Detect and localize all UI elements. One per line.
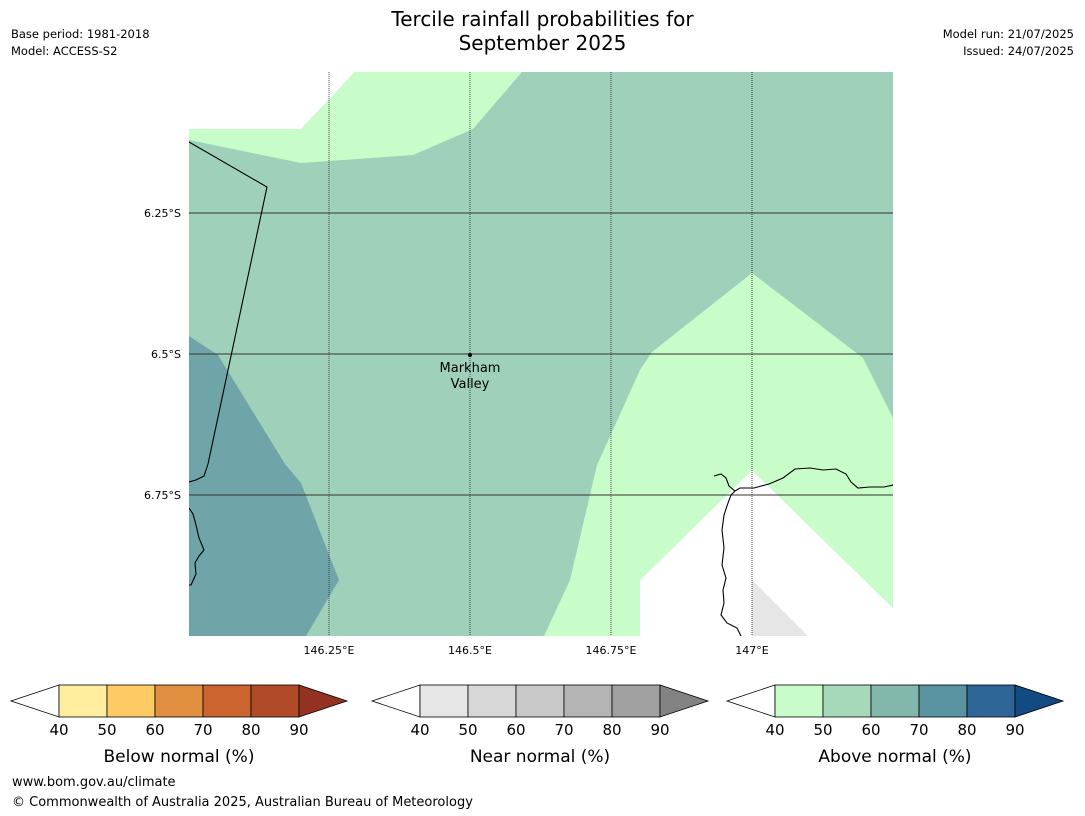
region-white-bottom-right [640,470,893,636]
legend-tick-label: 60 [145,721,164,739]
legend-tick-label: 60 [506,721,525,739]
boundaries [189,141,893,636]
legend-near-normal: 40 50 60 70 80 90 Near normal (%) [370,684,710,767]
meta-right: Model run: 21/07/2025 Issued: 24/07/2025 [943,26,1074,60]
legend-below-normal: 40 50 60 70 80 90 Below normal (%) [9,684,349,767]
legend-tick-label: 90 [650,721,669,739]
coastline-huon-gulf [713,467,893,492]
region-near-40-50 [752,580,808,636]
coastline-west [189,507,205,586]
legend-swatch [515,684,565,718]
lat-label: 6.25°S [144,207,181,220]
base-period-label: Base period: 1981-2018 [11,27,150,41]
legend-swatch [202,684,252,718]
legend-swatch [966,684,1016,718]
legend-tick-label: 50 [813,721,832,739]
legend-swatch [419,684,469,718]
legend-tick-label: 70 [193,721,212,739]
place-marker [468,353,472,357]
region-above-60-70 [189,336,339,636]
legend-tick-label: 50 [458,721,477,739]
map-plot-area [189,72,893,636]
legend-tick-label: 80 [957,721,976,739]
legend-tick-label: 80 [241,721,260,739]
lon-label: 146.25°E [304,644,355,657]
legend-tick-label: 90 [289,721,308,739]
legends: 40 50 60 70 80 90 Below normal (%) 40 50 60 70 80 90… [9,684,1065,767]
region-white-top-left [189,72,355,129]
legend-swatch [250,684,300,718]
issued-label: Issued: 24/07/2025 [963,44,1074,58]
legend-extend-low [725,684,776,718]
legend-swatch [154,684,204,718]
legend-tick-label: 40 [410,721,429,739]
legend-tick-label: 90 [1005,721,1024,739]
legend-tick-label: 80 [602,721,621,739]
legend-swatch [611,684,661,718]
legend-title: Above normal (%) [818,747,971,767]
legend-swatch [822,684,872,718]
legend-swatch [870,684,920,718]
meta-left: Base period: 1981-2018 Model: ACCESS-S2 [11,26,150,60]
lat-label: 6.75°S [144,489,181,502]
map-title: Tercile rainfall probabilities for Septe… [0,7,1085,55]
coastline-east [720,490,742,636]
region-above-40-50-east [544,273,893,636]
legend-extend-high [1014,684,1065,718]
legend-extend-high [659,684,710,718]
title-line-1: Tercile rainfall probabilities for [391,7,694,31]
legend-extend-low [9,684,60,718]
legend-extend-high [298,684,349,718]
footer-copyright: © Commonwealth of Australia 2025, Austra… [12,795,473,810]
lat-label: 6.5°S [151,348,181,361]
footer-url[interactable]: www.bom.gov.au/climate [12,775,176,790]
place-name-line-1: Markham [440,361,501,376]
legend-tick-label: 50 [97,721,116,739]
title-line-2: September 2025 [458,31,627,55]
legend-tick-label: 70 [909,721,928,739]
legend-tick-label: 70 [554,721,573,739]
place-name-line-2: Valley [451,377,490,392]
province-boundary [189,141,268,483]
model-label: Model: ACCESS-S2 [11,44,118,58]
legend-tick-label: 40 [765,721,784,739]
legend-above-normal: 40 50 60 70 80 90 Above normal (%) [725,684,1065,767]
legend-swatch [467,684,517,718]
legend-title: Below normal (%) [104,747,255,767]
legend-swatch [774,684,824,718]
legend-extend-low [370,684,421,718]
legend-tick-label: 60 [861,721,880,739]
lon-label: 146.5°E [448,644,492,657]
legend-swatch [106,684,156,718]
region-above-40-50-top [189,72,522,163]
lon-label: 146.75°E [586,644,637,657]
legend-tick-label: 40 [49,721,68,739]
legend-title: Near normal (%) [470,747,610,767]
legend-swatch [58,684,108,718]
lon-label: 147°E [735,644,768,657]
legend-swatch [563,684,613,718]
model-run-label: Model run: 21/07/2025 [942,27,1074,41]
gridlines [189,72,893,636]
legend-swatch [918,684,968,718]
